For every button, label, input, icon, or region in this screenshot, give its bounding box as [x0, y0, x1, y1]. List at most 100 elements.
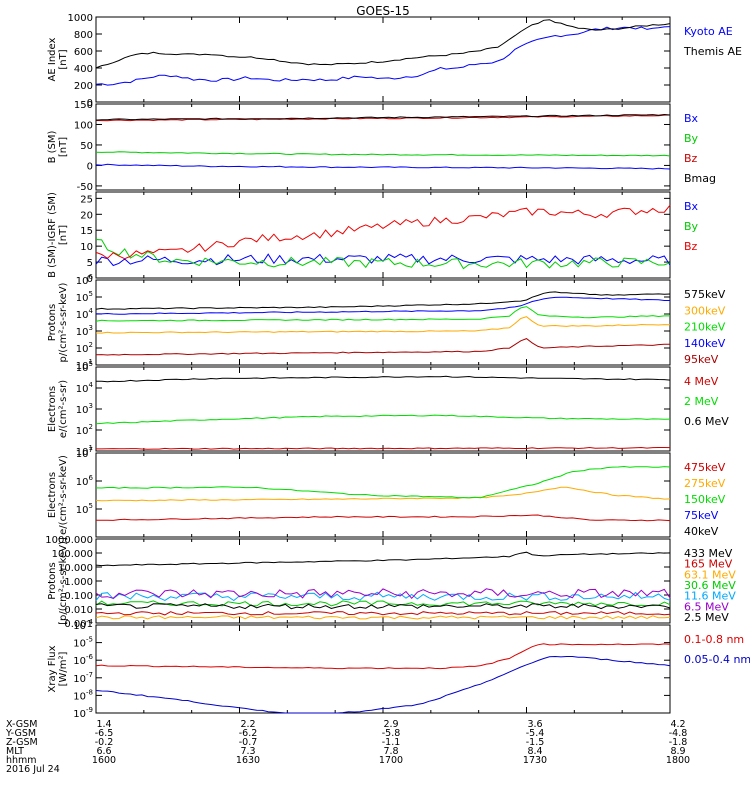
footer-value: 8.4 — [527, 746, 542, 757]
legend-bx: Bx — [684, 112, 699, 125]
series-line-4-mev — [96, 446, 671, 450]
series-line-kyoto-ae — [95, 26, 671, 86]
footer-value: 7.8 — [383, 746, 398, 757]
panel-4: 101 102 103 104 105 106 Protons p/(cm²-s-sr-keV… — [47, 273, 726, 372]
y-tick-label: 1000 — [68, 13, 93, 24]
y-tick-label: 105 — [76, 290, 93, 304]
legend-75kev: 75keV — [684, 509, 719, 522]
panel-frame — [95, 538, 671, 624]
footer-value: 4.2 — [670, 719, 685, 730]
series-line-6-5-mev — [95, 588, 671, 600]
footer-value: -4.8 — [669, 728, 688, 739]
y-axis-unit: [nT] — [58, 49, 69, 69]
y-tick-label: 104 — [76, 381, 94, 395]
y-axis-unit: [p/(cm²-s-sr-keV)] — [58, 537, 69, 625]
y-tick-label: 102 — [76, 341, 93, 355]
y-tick-label: 107 — [76, 446, 93, 460]
y-tick-label: 1000.000 — [45, 535, 93, 546]
y-tick-label: 0 — [87, 98, 93, 109]
footer-value: -6.2 — [239, 728, 258, 739]
legend-575kev: 575keV — [684, 288, 726, 301]
legend-2-5-mev: 2.5 MeV — [684, 611, 729, 624]
series-line-150kev — [95, 465, 671, 499]
panel-frame — [95, 452, 671, 538]
y-tick-label: 1.000 — [64, 577, 93, 588]
y-axis-label: Protons — [47, 562, 58, 599]
y-tick-label: 400 — [74, 64, 93, 75]
series-line-bz — [95, 204, 671, 260]
footer-value: 1630 — [236, 755, 260, 766]
legend-kyoto-ae: Kyoto AE — [684, 25, 733, 38]
footer-value: -0.2 — [95, 737, 114, 748]
figure-title: GOES-15 — [356, 4, 410, 18]
legend-0-6-mev: 0.6 MeV — [684, 415, 729, 428]
series-line-275kev — [95, 486, 671, 502]
y-tick-label: 0.100 — [64, 591, 93, 602]
footer-value: -1.5 — [526, 737, 545, 748]
series-line-30-6-mev — [95, 600, 671, 607]
legend-165-mev: 165 MeV — [684, 558, 733, 571]
series-line-140kev — [95, 296, 670, 315]
y-tick-label: 25 — [80, 194, 93, 205]
legend-0-05-0-4-nm: 0.05-0.4 nm — [684, 653, 750, 666]
series-line-bmag — [95, 113, 671, 121]
series-line-0-6-mev — [95, 375, 671, 383]
legend-40kev: 40keV — [684, 525, 719, 538]
y-tick-label: 50 — [80, 141, 93, 152]
y-tick-label: 103 — [76, 324, 93, 338]
footer-value: 1.4 — [96, 719, 111, 730]
y-tick-label: 0.010 — [64, 605, 93, 616]
y-axis-unit: e/(cm²-s-sr) — [58, 380, 69, 438]
legend-by: By — [684, 220, 699, 233]
panel-1: 0 200 400 600 800 1000 AE Index [nT] Kyoto AE The… — [47, 13, 742, 109]
y-axis-label: Xray Flux — [47, 645, 58, 692]
y-axis-label: Electrons — [47, 472, 58, 518]
y-tick-label: 10-4 — [73, 618, 93, 632]
series-line-0-1-0-8-nm — [95, 643, 671, 670]
y-tick-label: 150 — [74, 100, 93, 111]
footer-value: 2.9 — [383, 719, 398, 730]
panel-6: 105 106 107 Electrons e/(cm²-s-sr-keV) 475keV… — [47, 446, 726, 538]
footer-value: 1730 — [523, 755, 547, 766]
y-tick-label: 102 — [76, 423, 93, 437]
footer-value: 8.9 — [670, 746, 685, 757]
y-tick-label: 5 — [87, 258, 93, 269]
legend-275kev: 275keV — [684, 477, 726, 490]
series-line-by — [95, 239, 671, 270]
y-tick-label: 10-5 — [73, 636, 93, 650]
y-tick-label: 105 — [76, 502, 93, 516]
legend-433-mev: 433 MeV — [684, 547, 733, 560]
footer-row-label: hhmm — [6, 755, 37, 766]
footer-value: 6.6 — [96, 746, 111, 757]
footer-row-label: MLT — [6, 746, 24, 757]
y-tick-label: 800 — [74, 30, 93, 41]
footer-date: 2016 Jul 24 — [6, 764, 60, 775]
y-tick-label: -50 — [77, 182, 93, 193]
footer-row-label: Y-GSM — [5, 728, 36, 739]
legend-11-6-mev: 11.6 MeV — [684, 590, 736, 603]
y-tick-label: 0 — [87, 274, 93, 285]
y-tick-label: 106 — [76, 474, 94, 488]
footer-value: 3.6 — [527, 719, 542, 730]
legend-bmag: Bmag — [684, 172, 716, 185]
footer-row-label: X-GSM — [6, 719, 37, 730]
panel-frame — [95, 103, 671, 191]
series-line-0-05-0-4-nm — [95, 655, 671, 714]
y-tick-label: 10-6 — [73, 653, 93, 667]
y-tick-label: 103 — [76, 402, 93, 416]
legend-4-mev: 4 MeV — [684, 375, 719, 388]
footer-value: -1.8 — [669, 737, 688, 748]
panel-frame — [95, 191, 671, 279]
series-line-95kev — [95, 338, 671, 356]
footer-value: 1700 — [379, 755, 403, 766]
panel-8: 10-9 10-8 10-7 10-6 10-5 10-4 Xray Flux [W/m²] 0… — [47, 618, 750, 720]
footer-value: -1.1 — [382, 737, 401, 748]
footer-value: 1800 — [666, 755, 690, 766]
legend-150kev: 150keV — [684, 493, 726, 506]
y-axis-unit: [nT] — [58, 225, 69, 245]
y-tick-label: 10-8 — [73, 688, 93, 702]
footer-value: -6.5 — [95, 728, 114, 739]
legend-bz: Bz — [684, 240, 698, 253]
y-tick-label: 0 — [87, 161, 93, 172]
panel-5: 101 102 103 104 105 Electrons e/(cm²-s-sr) 4 Me… — [47, 360, 729, 458]
